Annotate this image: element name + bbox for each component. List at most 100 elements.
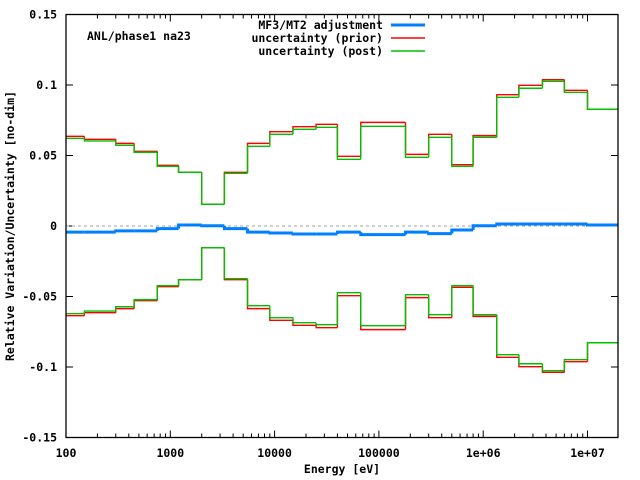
uncertainty-prior-bin [83, 136, 116, 140]
uncertainty-post-bin [246, 278, 270, 307]
uncertainty-prior-bin [541, 78, 565, 86]
series-group [66, 78, 618, 374]
uncertainty-post-bin [336, 127, 361, 161]
uncertainty-post-bin [83, 310, 116, 314]
uncertainty-post-bin [133, 299, 158, 307]
uncertainty-post-bin [115, 305, 135, 312]
uncertainty-post-lower-series [66, 247, 618, 372]
mf3-mt2-adjustment-bin [155, 227, 179, 231]
uncertainty-prior-bin [472, 287, 497, 318]
uncertainty-post-bin [156, 284, 179, 300]
uncertainty-prior-bin [246, 279, 270, 310]
uncertainty-post-bin [223, 247, 248, 280]
x-tick-label: 100000 [358, 446, 400, 460]
uncertainty-post-bin [563, 358, 588, 371]
mf3-mt2-adjustment-bin [359, 232, 406, 237]
uncertainty-post-bin [269, 133, 293, 147]
uncertainty-prior-bin [472, 134, 497, 165]
uncertainty-prior-bin [336, 124, 361, 158]
uncertainty-post-bin [404, 126, 429, 159]
uncertainty-post-bin [200, 172, 225, 205]
uncertainty-prior-bin [115, 307, 135, 313]
uncertainty-prior-upper-series [66, 78, 618, 205]
uncertainty-prior-bin [177, 165, 202, 173]
legend-label: MF3/MT2 adjustment [258, 18, 383, 32]
uncertainty-post-bin [472, 136, 497, 167]
y-axis-label: Relative Variation/Uncertainty [no-dim] [3, 91, 17, 361]
uncertainty-post-bin [586, 92, 618, 110]
axis-ticks [65, 14, 618, 438]
x-tick-label: 1000 [156, 446, 184, 460]
y-tick-label: -0.05 [22, 290, 57, 304]
mf3-mt2-adjustment-bin [335, 230, 361, 235]
uncertainty-prior-bin [83, 312, 116, 316]
uncertainty-post-bin [360, 125, 406, 160]
uncertainty-prior-bin [404, 296, 429, 330]
annotation-label: ANL/phase1 na23 [87, 29, 191, 43]
uncertainty-prior-bin [115, 139, 135, 145]
uncertainty-prior-bin [133, 143, 158, 152]
uncertainty-post-bin [115, 140, 135, 147]
uncertainty-prior-bin [156, 285, 179, 301]
uncertainty-prior-bin [496, 316, 519, 358]
uncertainty-post-bin [496, 96, 519, 138]
uncertainty-post-bin [541, 80, 565, 89]
uncertainty-post-bin [177, 279, 202, 286]
uncertainty-prior-bin [200, 172, 225, 205]
uncertainty-post-bin [496, 314, 519, 356]
x-axis-label: Energy [eV] [304, 462, 380, 476]
uncertainty-prior-bin [496, 94, 519, 136]
uncertainty-prior-bin [360, 121, 406, 157]
uncertainty-post-bin [177, 166, 202, 173]
uncertainty-post-bin [427, 294, 452, 316]
uncertainty-prior-bin [223, 247, 248, 281]
x-tick-label: 100 [56, 446, 77, 460]
uncertainty-prior-bin [133, 300, 158, 309]
uncertainty-prior-bin [269, 308, 293, 322]
tick-labels: 100 1000 10000 100000 1e+06 1e+07 0.15 0.1 0.05 0… [22, 8, 605, 461]
mf3-mt2-adjustment-series [66, 222, 618, 237]
mf3-mt2-adjustment-bin [268, 231, 293, 235]
uncertainty-post-bin [586, 342, 618, 360]
uncertainty-prior-bin [360, 295, 406, 331]
mf3-mt2-adjustment-bin [246, 228, 270, 234]
y-tick-label: -0.15 [22, 431, 57, 445]
uncertainty-prior-bin [451, 134, 474, 166]
mf3-mt2-adjustment-bin [495, 222, 519, 226]
uncertainty-post-bin [246, 145, 270, 174]
uncertainty-post-bin [427, 136, 452, 158]
uncertainty-prior-bin [404, 122, 429, 156]
uncertainty-prior-bin [315, 325, 338, 329]
uncertainty-post-bin [156, 152, 179, 168]
uncertainty-prior-bin [223, 171, 248, 205]
legend-label: uncertainty (prior) [251, 31, 383, 45]
mf3-mt2-adjustment-bin [586, 223, 618, 227]
uncertainty-prior-bin [200, 247, 225, 280]
uncertainty-post-bin [83, 138, 116, 142]
uncertainty-post-bin [472, 285, 497, 316]
x-tick-label: 1e+07 [570, 446, 605, 460]
uncertainty-post-upper-series [66, 80, 618, 205]
uncertainty-prior-bin [541, 366, 565, 374]
mf3-mt2-adjustment-bin [114, 229, 135, 233]
plot-border [65, 13, 619, 439]
mf3-mt2-adjustment-bin [404, 230, 429, 235]
uncertainty-post-bin [200, 247, 225, 280]
uncertainty-prior-bin [586, 90, 618, 110]
uncertainty-prior-lower-series [66, 247, 618, 374]
uncertainty-prior-bin [518, 84, 543, 95]
uncertainty-prior-bin [156, 151, 179, 167]
uncertainty-post-bin [336, 291, 361, 325]
uncertainty-post-bin [315, 126, 338, 130]
uncertainty-prior-bin [586, 342, 618, 362]
uncertainty-post-bin [451, 137, 474, 168]
mf3-mt2-adjustment-bin [427, 232, 452, 236]
uncertainty-post-bin [133, 145, 158, 153]
uncertainty-prior-bin [451, 286, 474, 318]
uncertainty-post-bin [292, 317, 317, 324]
uncertainty-prior-bin [336, 294, 361, 328]
uncertainty-post-bin [223, 172, 248, 205]
uncertainty-prior-bin [315, 123, 338, 127]
